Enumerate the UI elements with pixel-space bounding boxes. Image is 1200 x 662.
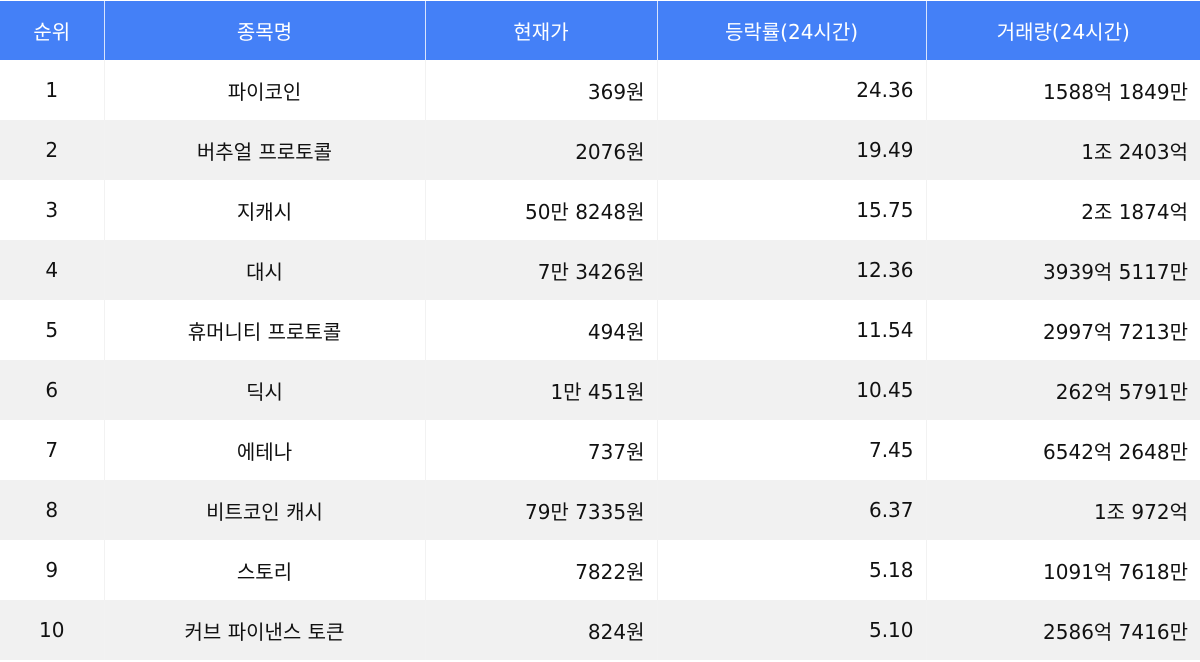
cell-change: 12.36	[657, 240, 927, 300]
cell-change: 5.10	[657, 600, 927, 660]
cell-name: 지캐시	[104, 180, 426, 240]
cell-rank: 9	[0, 540, 105, 600]
cell-volume: 1조 972억	[926, 480, 1200, 540]
cell-volume: 3939억 5117만	[926, 240, 1200, 300]
header-change: 등락률(24시간)	[657, 1, 927, 60]
table-row: 4 대시 7만 3426원 12.36 3939억 5117만	[0, 240, 1200, 300]
cell-change: 15.75	[657, 180, 927, 240]
cell-price: 7822원	[425, 540, 658, 600]
cell-price: 737원	[425, 420, 658, 480]
cell-rank: 4	[0, 240, 105, 300]
table-row: 9 스토리 7822원 5.18 1091억 7618만	[0, 540, 1200, 600]
cell-price: 7만 3426원	[425, 240, 658, 300]
cell-name: 딕시	[104, 360, 426, 420]
cell-name: 휴머니티 프로토콜	[104, 300, 426, 360]
cell-change: 24.36	[657, 60, 927, 120]
cell-volume: 262억 5791만	[926, 360, 1200, 420]
cell-volume: 2997억 7213만	[1043, 319, 1188, 344]
cell-name: 비트코인 캐시	[104, 480, 426, 540]
cell-change: 7.45	[657, 420, 927, 480]
cell-price: 369원	[425, 60, 658, 120]
table-row: 5 휴머니티 프로토콜 494원 11.54 2997억 7213만	[0, 300, 1200, 360]
cell-name: 대시	[104, 240, 426, 300]
cell-rank: 7	[0, 420, 105, 480]
cell-rank: 8	[0, 480, 105, 540]
cell-price: 79만 7335원	[425, 480, 658, 540]
cell-change: 11.54	[657, 300, 927, 360]
table-row: 7 에테나 737원 7.45 6542억 2648만	[0, 420, 1200, 480]
cell-name: 버추얼 프로토콜	[104, 120, 426, 180]
cell-change: 6.37	[657, 480, 927, 540]
table-row: 3 지캐시 50만 8248원 15.75 2조 1874억	[0, 180, 1200, 240]
cell-rank: 5	[0, 300, 105, 360]
cell-rank: 6	[0, 360, 105, 420]
cell-name: 스토리	[104, 540, 426, 600]
cell-price: 50만 8248원	[425, 180, 658, 240]
header-row: 순위 종목명 현재가 등락률(24시간) 거래량(24시간)	[0, 1, 1200, 60]
cell-volume: 6542억 2648만	[1043, 439, 1188, 464]
cell-change: 10.45	[657, 360, 927, 420]
cell-rank: 10	[0, 600, 105, 660]
cell-price: 494원	[425, 300, 658, 360]
header-price: 현재가	[425, 1, 658, 60]
cell-volume: 1091억 7618만	[1043, 559, 1188, 584]
cell-change: 5.18	[657, 540, 927, 600]
cell-price: 2076원	[425, 120, 658, 180]
cell-volume: 2조 1874억	[1081, 199, 1188, 224]
table-row: 6 딕시 1만 451원 10.45 262억 5791만	[0, 360, 1200, 420]
header-name: 종목명	[104, 1, 426, 60]
cell-rank: 3	[0, 180, 105, 240]
cell-price: 1만 451원	[425, 360, 658, 420]
table-row: 1 파이코인 369원 24.36 1588억 1849만	[0, 60, 1200, 120]
cell-change: 19.49	[657, 120, 927, 180]
table-body: 1 파이코인 369원 24.36 1588억 1849만 2 버추얼 프로토콜 2076원 1…	[0, 60, 1200, 660]
cell-name: 커브 파이낸스 토큰	[104, 600, 426, 660]
table-row: 8 비트코인 캐시 79만 7335원 6.37 1조 972억	[0, 480, 1200, 540]
table-row: 10 커브 파이낸스 토큰 824원 5.10 2586억 7416만	[0, 600, 1200, 660]
cell-rank: 2	[0, 120, 105, 180]
table-row: 2 버추얼 프로토콜 2076원 19.49 1조 2403억	[0, 120, 1200, 180]
header-rank: 순위	[0, 1, 105, 60]
cell-volume: 2586억 7416만	[926, 600, 1200, 660]
cell-name: 파이코인	[104, 60, 426, 120]
cell-volume: 1조 2403억	[926, 120, 1200, 180]
cell-volume: 1588억 1849만	[1043, 79, 1188, 104]
header-volume: 거래량(24시간)	[926, 1, 1200, 60]
cell-rank: 1	[0, 60, 105, 120]
cell-price: 824원	[425, 600, 658, 660]
cell-name: 에테나	[104, 420, 426, 480]
